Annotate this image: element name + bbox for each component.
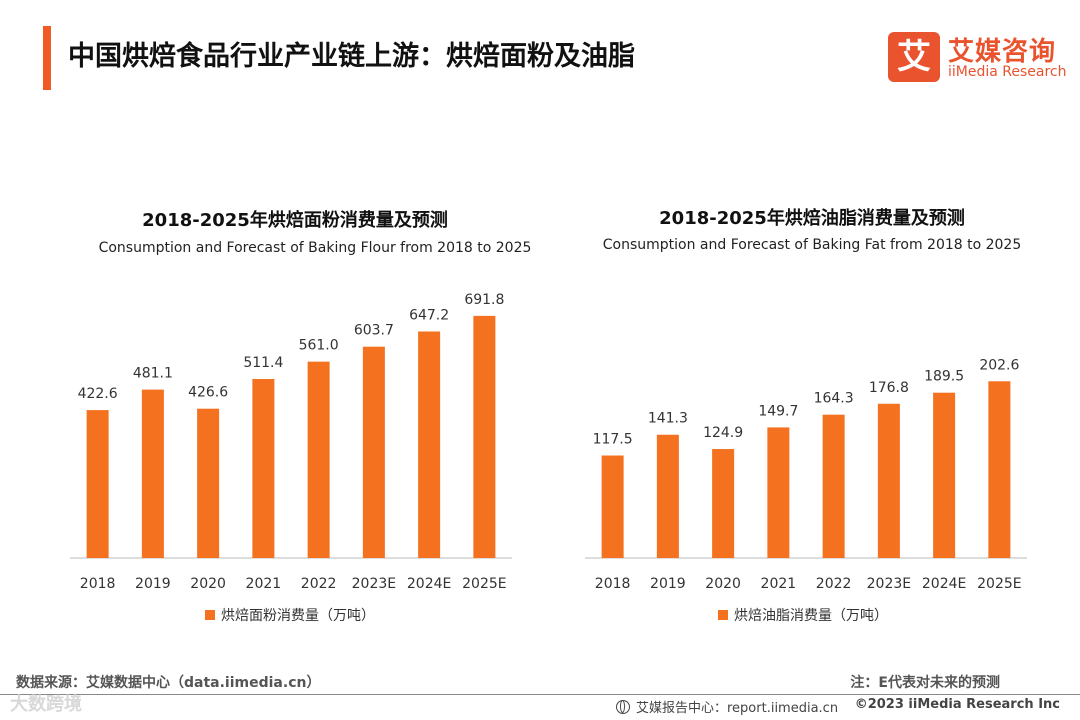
bar-value-label: 202.6	[979, 357, 1019, 373]
bar-2018	[601, 455, 624, 558]
data-source: 数据来源：艾媒数据中心（data.iimedia.cn）	[16, 675, 321, 691]
bar-2021	[252, 379, 275, 558]
logo-mark: 艾	[888, 32, 940, 82]
x-tick-label: 2019	[650, 576, 686, 592]
bar-value-label: 149.7	[758, 403, 798, 419]
x-tick-label: 2025E	[977, 576, 1021, 592]
bar-2022	[822, 414, 845, 558]
x-tick-label: 2023E	[867, 576, 911, 592]
flour-chart-title: 2018-2025年烘焙面粉消费量及预测	[142, 210, 448, 231]
fat-chart-title: 2018-2025年烘焙油脂消费量及预测	[659, 208, 965, 229]
bar-value-label: 176.8	[869, 380, 909, 396]
bar-value-label: 124.9	[703, 425, 743, 441]
x-tick-label: 2020	[705, 576, 741, 592]
fat-legend-label: 烘焙油脂消费量（万吨）	[734, 608, 888, 624]
x-tick-label: 2023E	[352, 576, 396, 592]
flour-chart-subtitle: Consumption and Forecast of Baking Flour…	[98, 240, 532, 256]
bar-value-label: 141.3	[648, 411, 688, 427]
logo-cn-text: 艾媒咨询	[948, 37, 1057, 67]
bar-value-label: 691.8	[464, 292, 504, 308]
bar-value-label: 481.1	[133, 366, 173, 382]
bar-2024E	[933, 392, 956, 558]
bar-value-label: 647.2	[409, 307, 449, 323]
bar-2020	[197, 408, 220, 558]
x-tick-label: 2019	[135, 576, 171, 592]
x-tick-label: 2025E	[462, 576, 506, 592]
watermark: 大数跨境	[10, 694, 82, 715]
bar-value-label: 426.6	[188, 385, 228, 401]
bar-value-label: 189.5	[924, 369, 964, 385]
logo-en-text: iiMedia Research	[948, 64, 1067, 80]
x-tick-label: 2024E	[922, 576, 966, 592]
flour-chart-legend: 烘焙面粉消费量（万吨）	[205, 605, 375, 625]
legend-swatch	[718, 610, 728, 620]
copyright: ©2023 iiMedia Research Inc	[854, 697, 1060, 712]
bar-value-label: 164.3	[814, 391, 854, 407]
bar-2023E	[877, 403, 900, 558]
bar-2023E	[362, 346, 385, 558]
flour-legend-label: 烘焙面粉消费量（万吨）	[221, 608, 375, 624]
bar-value-label: 603.7	[354, 323, 394, 339]
bar-2025E	[473, 315, 496, 558]
x-tick-label: 2022	[301, 576, 337, 592]
x-tick-label: 2021	[761, 576, 797, 592]
forecast-note: 注：E代表对未来的预测	[850, 675, 1000, 691]
footer-divider	[0, 694, 1080, 695]
page-title: 中国烘焙食品行业产业链上游：烘焙面粉及油脂	[68, 41, 635, 72]
iimedia-logo: 艾 艾媒咨询 iiMedia Research	[888, 30, 1068, 86]
bar-value-label: 117.5	[593, 432, 633, 448]
x-tick-label: 2018	[595, 576, 631, 592]
bar-2018	[86, 410, 109, 558]
x-tick-label: 2018	[80, 576, 116, 592]
fat-chart-legend: 烘焙油脂消费量（万吨）	[718, 605, 888, 625]
bar-2020	[712, 449, 735, 558]
bar-2024E	[418, 331, 441, 558]
x-tick-label: 2024E	[407, 576, 451, 592]
report-center-text: 艾媒报告中心：report.iimedia.cn	[636, 701, 839, 716]
x-tick-label: 2021	[246, 576, 282, 592]
x-tick-label: 2022	[816, 576, 852, 592]
legend-swatch	[205, 610, 215, 620]
bar-2019	[656, 434, 679, 558]
title-accent-bar	[43, 26, 51, 90]
bar-2021	[767, 427, 790, 558]
fat-chart-subtitle: Consumption and Forecast of Baking Fat f…	[602, 237, 1022, 253]
bar-2025E	[988, 381, 1011, 558]
bar-value-label: 422.6	[78, 386, 118, 402]
bar-2019	[141, 389, 164, 558]
bar-2022	[307, 361, 330, 558]
x-tick-label: 2020	[190, 576, 226, 592]
bar-value-label: 511.4	[243, 355, 283, 371]
globe-icon	[616, 699, 630, 714]
report-center: 艾媒报告中心：report.iimedia.cn	[616, 697, 838, 716]
bar-value-label: 561.0	[299, 338, 339, 354]
